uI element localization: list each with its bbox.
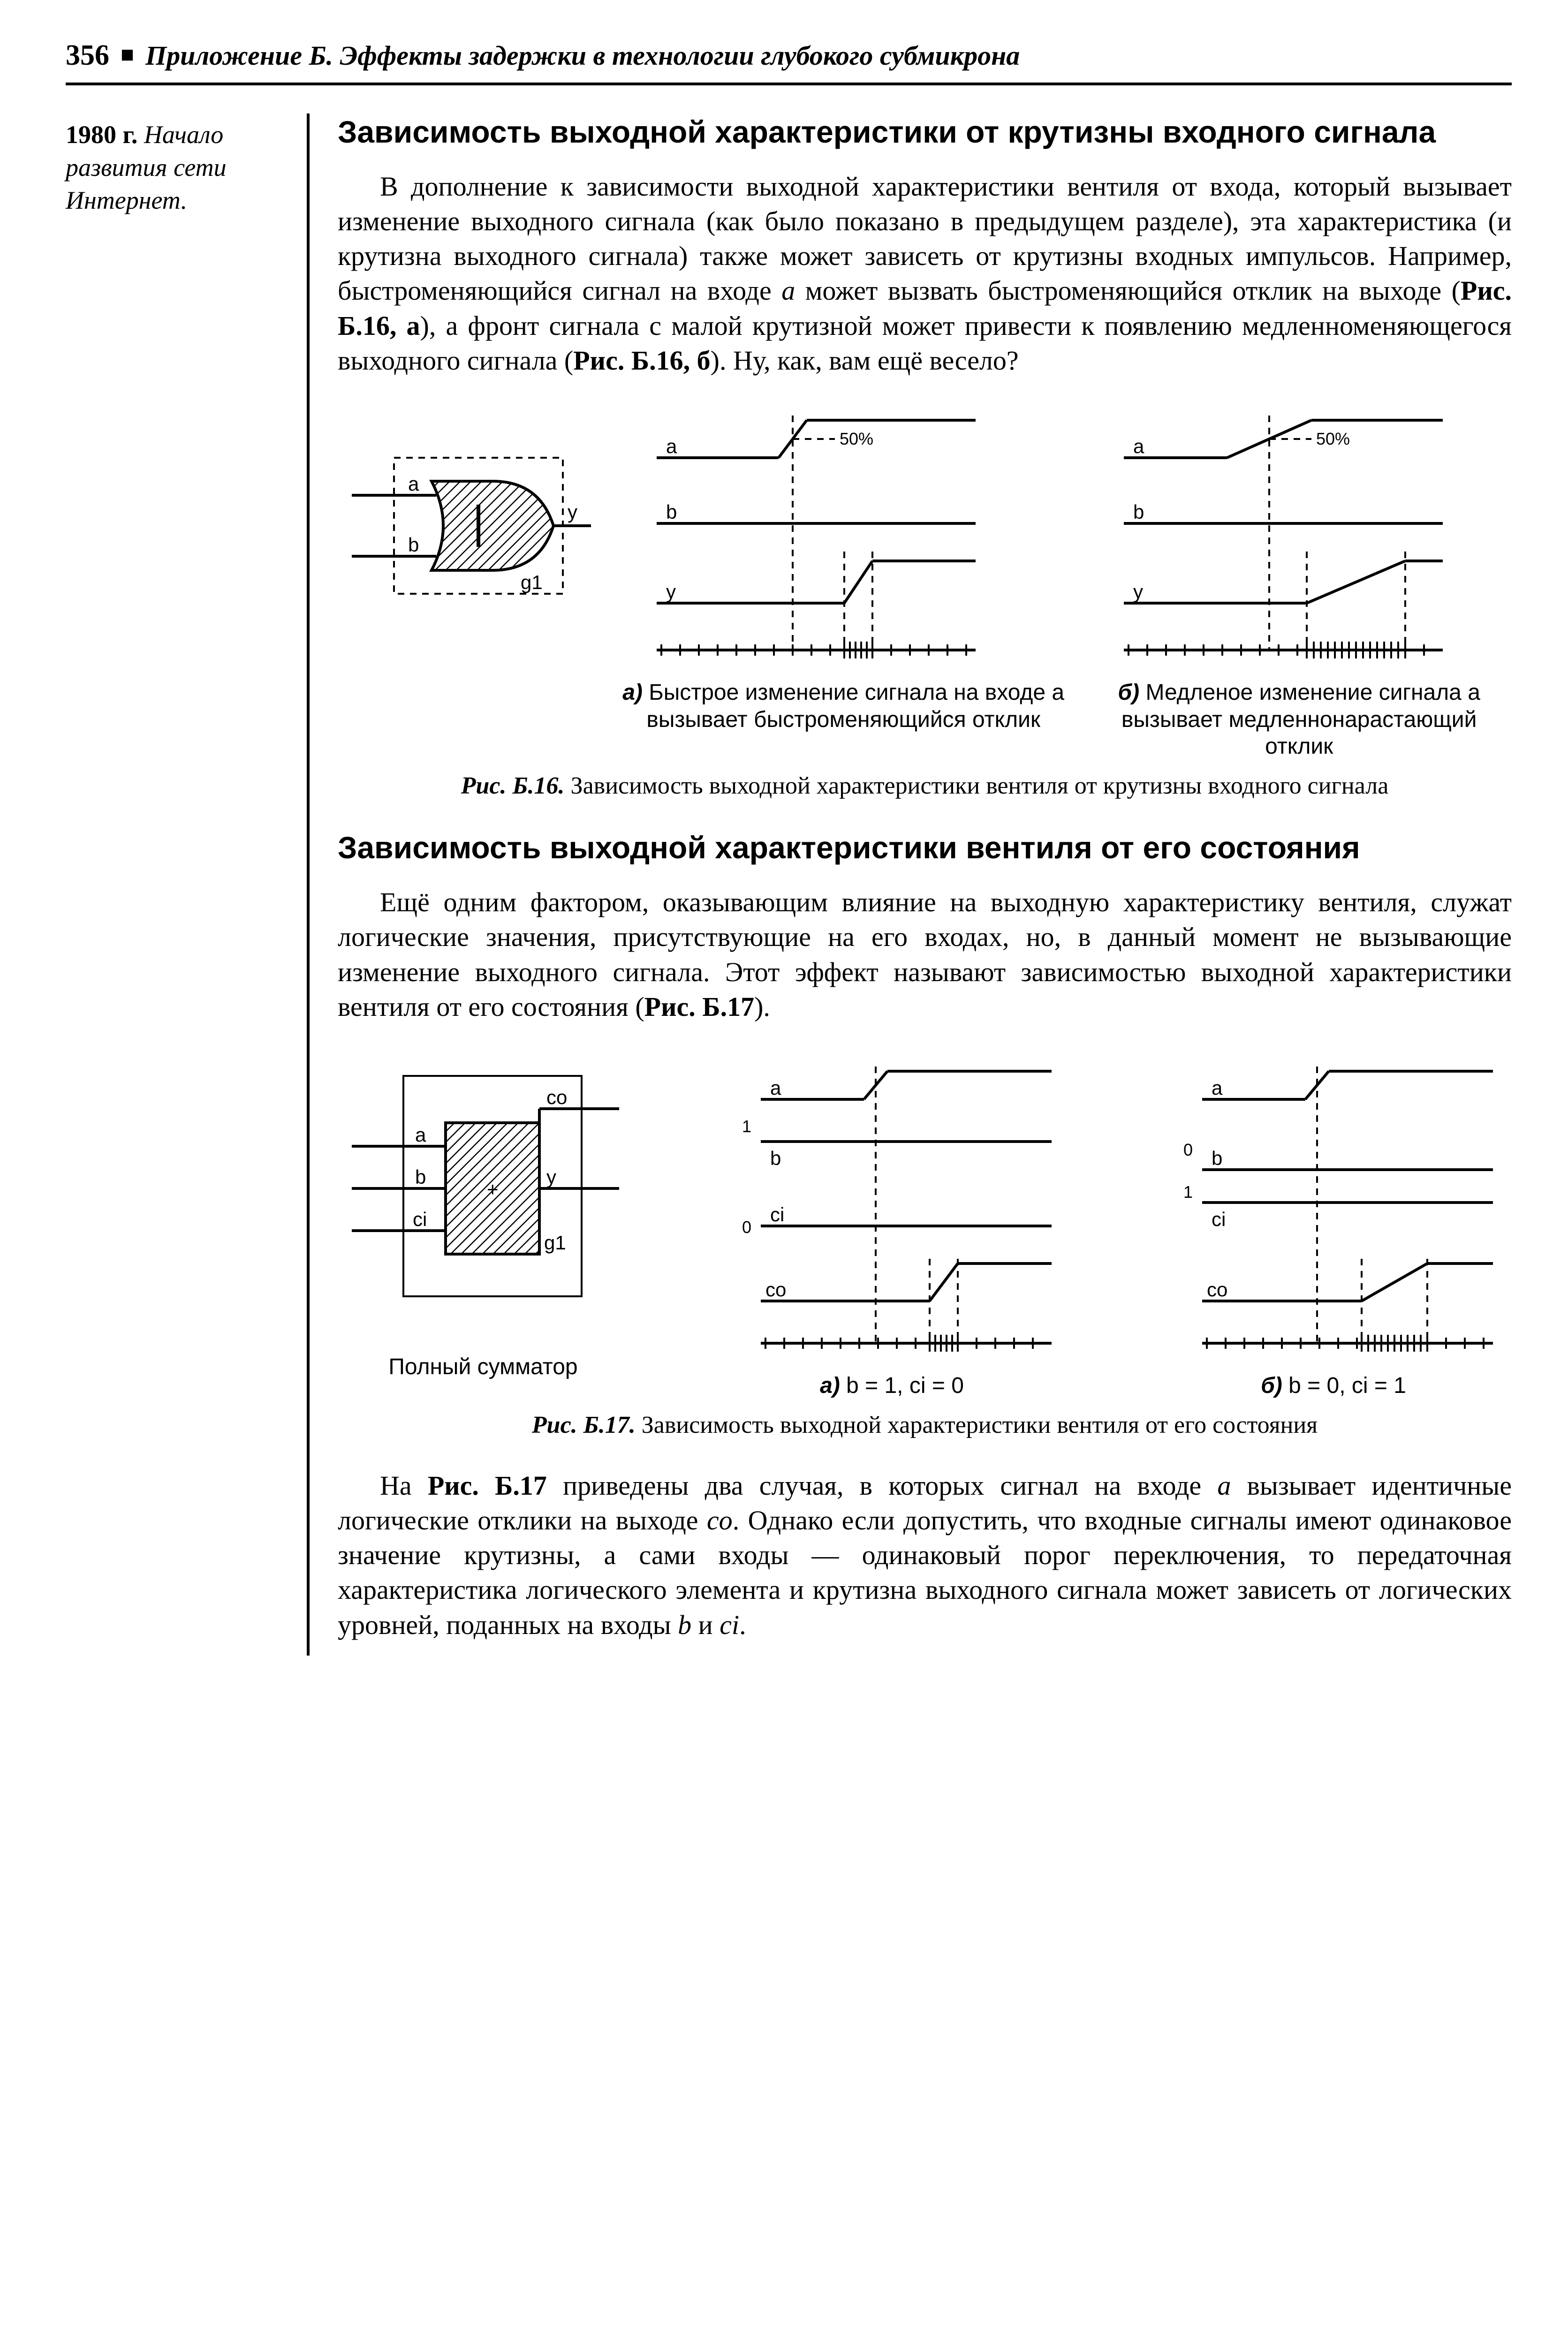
section2-heading: Зависимость выходной характеристики вент… bbox=[338, 829, 1512, 866]
lead: а) bbox=[622, 680, 643, 705]
fig17-block-caption: Полный сумматор bbox=[338, 1354, 629, 1381]
section1-paragraph: В дополнение к зависимости выходной хара… bbox=[338, 169, 1512, 378]
label-b: b bbox=[408, 534, 419, 556]
label-a: a bbox=[666, 435, 677, 457]
lead: а) bbox=[820, 1373, 840, 1398]
label-co: co bbox=[765, 1278, 786, 1301]
fig17-block: + a b ci co y g1 bbox=[338, 1048, 629, 1381]
sidebar: 1980 г. Начало развития сети Интернет. bbox=[66, 113, 310, 1656]
text: Медленое изменение сигнала a вызывает ме… bbox=[1121, 680, 1480, 759]
label-0: 0 bbox=[742, 1218, 751, 1237]
section3-paragraph: На Рис. Б.17 приведены два случая, в кот… bbox=[338, 1468, 1512, 1642]
label-g1: g1 bbox=[521, 571, 543, 593]
fig16-caption: Рис. Б.16. Зависимость выходной характер… bbox=[338, 771, 1512, 801]
label-50pct: 50% bbox=[840, 429, 873, 448]
text: Быстрое изменение сигнала на входе a выз… bbox=[643, 680, 1064, 732]
text: Зависимость выходной характеристики вент… bbox=[565, 772, 1389, 799]
label-ci: ci bbox=[1212, 1208, 1226, 1230]
text: ). bbox=[754, 991, 770, 1022]
label-b: b bbox=[770, 1147, 781, 1169]
margin-note: 1980 г. Начало развития сети Интернет. bbox=[66, 118, 288, 217]
ref-fig16b: Рис. Б.16, б bbox=[573, 345, 710, 376]
lead: б) bbox=[1261, 1373, 1282, 1398]
label-a: a bbox=[770, 1077, 781, 1099]
ref-fig17: Рис. Б.17 bbox=[644, 991, 754, 1022]
label-y: y bbox=[1133, 581, 1143, 603]
text: и bbox=[691, 1610, 720, 1640]
fig17a-caption: а) b = 1, ci = 0 bbox=[714, 1372, 1070, 1399]
timing-diagram-17a-icon: a 1 b 0 ci bbox=[714, 1048, 1070, 1367]
section1-heading: Зависимость выходной характеристики от к… bbox=[338, 113, 1512, 151]
label-0: 0 bbox=[1183, 1140, 1193, 1159]
label-co: co bbox=[1207, 1278, 1227, 1301]
timing-diagram-a-icon: a 50% b y bbox=[619, 401, 1004, 673]
var-co: co bbox=[707, 1505, 733, 1536]
plus-icon: + bbox=[487, 1178, 499, 1200]
fig16b-caption: б) Медленое изменение сигнала a вызывает… bbox=[1086, 679, 1512, 760]
section2-paragraph: Ещё одним фактором, оказывающим влияние … bbox=[338, 885, 1512, 1024]
fig16-wave-b: a 50% b y bbox=[1086, 401, 1512, 760]
text: Ещё одним фактором, оказывающим влияние … bbox=[338, 887, 1512, 1022]
var-b: b bbox=[678, 1610, 691, 1640]
full-adder-icon: + a b ci co y g1 bbox=[338, 1048, 629, 1348]
label-g1: g1 bbox=[544, 1232, 566, 1254]
timing-diagram-b-icon: a 50% b y bbox=[1086, 401, 1471, 673]
label-ci: ci bbox=[413, 1208, 427, 1230]
header-title: Приложение Б. Эффекты задержки в техноло… bbox=[145, 39, 1020, 73]
text: Зависимость выходной характеристики вент… bbox=[636, 1412, 1318, 1438]
text: . bbox=[739, 1610, 746, 1640]
label-a: a bbox=[1212, 1077, 1223, 1099]
header-square: ■ bbox=[121, 41, 134, 69]
running-header: 356 ■ Приложение Б. Эффекты задержки в т… bbox=[66, 38, 1512, 85]
fig16a-caption: а) Быстрое изменение сигнала на входе a … bbox=[619, 679, 1068, 733]
label-y: y bbox=[568, 501, 577, 523]
lead: б) bbox=[1118, 680, 1139, 705]
var-a: a bbox=[781, 275, 795, 306]
fig16-wave-a: a 50% b y bbox=[619, 401, 1068, 733]
page-number: 356 bbox=[66, 38, 109, 74]
label-co: co bbox=[546, 1086, 567, 1108]
or-gate-icon: a b y g1 bbox=[338, 401, 600, 636]
text: На bbox=[380, 1470, 428, 1501]
label-b: b bbox=[1212, 1147, 1222, 1169]
label-ci: ci bbox=[770, 1203, 784, 1225]
label-1: 1 bbox=[1183, 1182, 1193, 1202]
label-b: b bbox=[415, 1166, 426, 1188]
text: b = 0, ci = 1 bbox=[1282, 1373, 1406, 1398]
main-content: Зависимость выходной характеристики от к… bbox=[328, 113, 1512, 1656]
var-a: a bbox=[1217, 1470, 1231, 1501]
text: может вызвать быстроменяющийся отклик на… bbox=[795, 275, 1461, 306]
ref-fig17: Рис. Б.17 bbox=[428, 1470, 547, 1501]
label-a: a bbox=[408, 473, 419, 495]
label-1: 1 bbox=[742, 1117, 751, 1136]
label-y: y bbox=[546, 1166, 556, 1188]
fig17-caption: Рис. Б.17. Зависимость выходной характер… bbox=[338, 1410, 1512, 1440]
label-y: y bbox=[666, 581, 676, 603]
margin-note-year: 1980 г. bbox=[66, 121, 137, 149]
text: приведены два случая, в которых сигнал н… bbox=[547, 1470, 1217, 1501]
text: ). Ну, как, вам ещё весело? bbox=[711, 345, 1019, 376]
label-b: b bbox=[666, 501, 677, 523]
fig16-gate: a b y g1 bbox=[338, 401, 600, 636]
label-b: b bbox=[1133, 501, 1144, 523]
text: b = 1, ci = 0 bbox=[840, 1373, 964, 1398]
fig17-wave-a: a 1 b 0 ci bbox=[714, 1048, 1070, 1399]
lead: Рис. Б.16. bbox=[461, 772, 565, 799]
label-50pct: 50% bbox=[1316, 429, 1350, 448]
var-ci: ci bbox=[720, 1610, 739, 1640]
figure-17-row: + a b ci co y g1 bbox=[338, 1048, 1512, 1399]
lead: Рис. Б.17. bbox=[532, 1412, 636, 1438]
figure-16-row: a b y g1 a 5 bbox=[338, 401, 1512, 760]
fig17-wave-b: a 0 b 1 ci bbox=[1155, 1048, 1512, 1399]
label-a: a bbox=[1133, 435, 1144, 457]
timing-diagram-17b-icon: a 0 b 1 ci bbox=[1155, 1048, 1512, 1367]
label-a: a bbox=[415, 1124, 426, 1146]
fig17b-caption: б) b = 0, ci = 1 bbox=[1155, 1372, 1512, 1399]
